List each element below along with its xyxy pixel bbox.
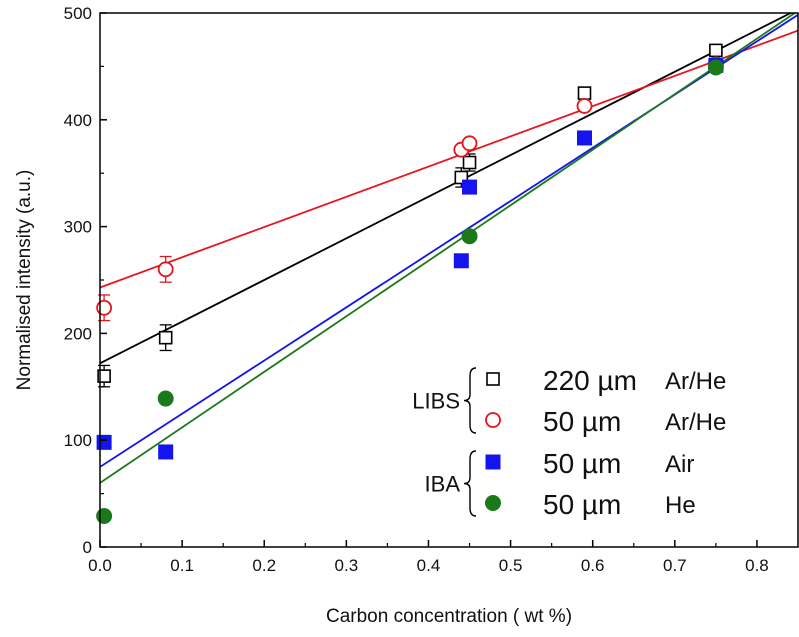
legend-marker [485,412,501,428]
error-bars [98,153,476,388]
legend-series-name: 220 µm [543,365,637,396]
y-tick-label: 400 [64,111,92,130]
fit-line [100,13,793,365]
fit-line [100,13,797,484]
y-tick-labels: 0 100 200 300 400 500 [64,4,92,557]
y-tick-label: 300 [64,218,92,237]
y-tick-label: 0 [83,538,92,557]
legend-series-name: 50 µm [543,406,621,437]
data-point [158,330,173,345]
legend-series-gas: Ar/He [665,368,726,395]
x-tick-label: 0.6 [581,556,605,575]
data-point [709,43,723,58]
legend-series-name: 50 µm [543,489,621,520]
data-point [461,135,478,152]
legend-marker [485,454,501,470]
data-point [707,59,724,76]
y-tick-label: 200 [64,324,92,343]
legend-series-gas: Air [665,451,694,478]
x-tick-labels: 0.0 0.1 0.2 0.3 0.4 0.5 0.6 0.7 0.8 [88,556,769,575]
legend-group-label: IBA [425,472,461,497]
data-point [462,179,478,195]
legend-series-gas: Ar/He [665,409,726,436]
data-point [576,130,592,146]
x-axis-label: Carbon concentration ( wt %) [326,606,572,627]
data-point [576,98,593,114]
data-point [96,508,113,525]
y-axis-label: Normalised intensity (a.u.) [14,170,35,391]
x-tick-label: 0.3 [335,556,359,575]
legend-group-brace [463,450,477,517]
data-point [157,261,174,278]
x-tick-label: 0.2 [252,556,276,575]
legend: 220 µm Ar/He 50 µm Ar/He 50 µm Air 50 µm He LIBS… [412,365,726,520]
x-tick-label: 0.5 [499,556,523,575]
data-point [577,86,592,100]
data-point [453,253,469,269]
x-tick-label: 0.8 [745,556,769,575]
y-tick-label: 500 [64,4,92,23]
legend-marker [485,495,501,511]
x-tick-label: 0.1 [170,556,194,575]
legend-group-brace [463,367,477,434]
data-point [157,390,174,407]
legend-series-gas: He [665,492,696,519]
x-tick-label: 0.0 [88,556,112,575]
data-point [158,444,174,460]
data-point [96,299,113,316]
data-point [96,434,112,450]
legend-group-label: LIBS [412,389,460,414]
data-markers [96,43,724,525]
fit-line [100,29,798,289]
x-tick-label: 0.7 [663,556,687,575]
y-tick-label: 100 [64,431,92,450]
data-point [462,155,477,170]
axis-ticks [99,12,758,548]
legend-series-name: 50 µm [543,448,621,479]
fit-lines [100,13,798,484]
legend-marker [486,372,500,386]
data-point [461,228,478,245]
data-point [97,369,111,383]
x-tick-label: 0.4 [417,556,441,575]
